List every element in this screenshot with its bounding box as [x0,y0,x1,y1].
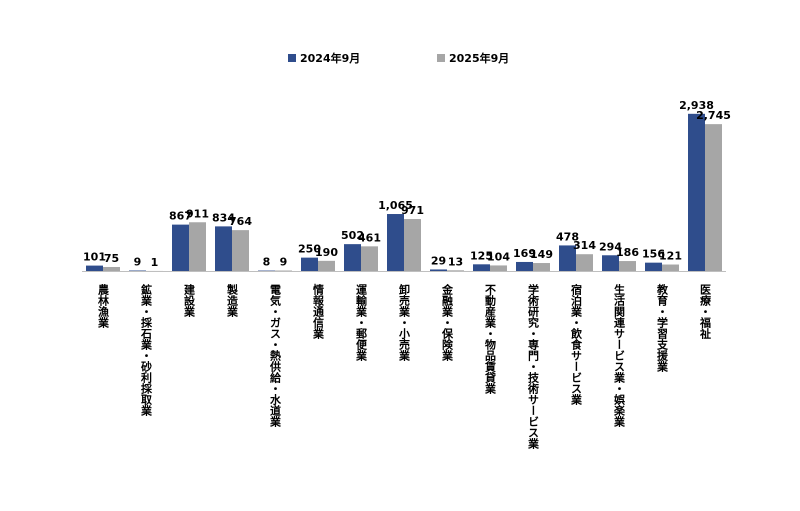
category-label: 教育・学習支援業 [656,283,670,373]
value-label: 911 [186,207,209,220]
bar [688,113,705,271]
bar [576,254,593,271]
category-label: 鉱業・採石業・砂利採取業 [140,283,154,417]
category-label: 農林漁業 [97,283,111,329]
value-label: 2,938 [679,99,714,112]
bar [318,260,335,271]
legend-swatch [288,54,296,62]
value-label: 250 [298,243,321,256]
bar [490,265,507,271]
value-label: 125 [470,249,493,262]
bar [473,264,490,271]
value-label: 294 [599,240,622,253]
bar [619,261,636,271]
category-label: 生活関連サービス業・娯楽業 [613,283,627,428]
bar [662,264,679,271]
category-label: 情報通信業 [312,283,326,340]
bar [705,124,722,271]
category-label: 製造業 [226,283,240,318]
value-label: 1,065 [378,199,413,212]
category-label: 金融業・保険業 [441,283,455,362]
bar [103,266,120,271]
value-label: 764 [229,215,252,228]
value-label: 9 [134,256,142,269]
category-label: 学術研究・専門・技術サービス業 [527,283,541,450]
bar [86,265,103,271]
value-label: 156 [642,248,665,261]
value-label: 149 [530,248,553,261]
bar [404,219,421,271]
bar [232,230,249,271]
bar [430,269,447,271]
bar [602,255,619,271]
value-label: 104 [487,250,510,263]
value-label: 971 [401,204,424,217]
value-label: 2,745 [696,109,731,122]
value-label: 502 [341,229,364,242]
legend-label: 2024年9月 [300,51,360,65]
value-label: 478 [556,230,579,243]
value-label: 169 [513,247,536,260]
value-label: 75 [104,252,119,265]
bar [516,261,533,271]
value-label: 13 [448,255,463,268]
bar [387,214,404,271]
value-label: 1 [151,256,159,269]
category-label: 医療・福祉 [699,284,713,340]
bar [645,262,662,271]
value-label: 8 [263,256,271,269]
value-label: 461 [358,231,381,244]
legend-swatch [437,54,445,62]
value-label: 29 [431,254,446,267]
bar [301,257,318,271]
bar [447,270,464,271]
bar [172,224,189,271]
value-label: 314 [573,239,596,252]
bar [215,226,232,271]
category-label: 不動産業・物品賃貸業 [484,284,498,395]
category-label: 卸売業・小売業 [398,283,412,362]
value-label: 190 [315,246,338,259]
bar [189,222,206,271]
legend-label: 2025年9月 [449,51,509,65]
bar [533,263,550,271]
category-label: 宿泊業・飲食サービス業 [570,283,584,406]
value-label: 9 [280,256,288,269]
bar [361,246,378,271]
bar [344,244,361,271]
bar [559,245,576,271]
value-label: 121 [659,250,682,263]
category-label: 建設業 [183,283,197,318]
value-label: 834 [212,211,235,224]
value-label: 186 [616,246,639,259]
category-label: 運輸業・郵便業 [355,284,369,362]
value-label: 867 [169,210,192,223]
value-label: 101 [83,251,106,264]
category-label: 電気・ガス・熱供給・水道業 [269,284,283,428]
